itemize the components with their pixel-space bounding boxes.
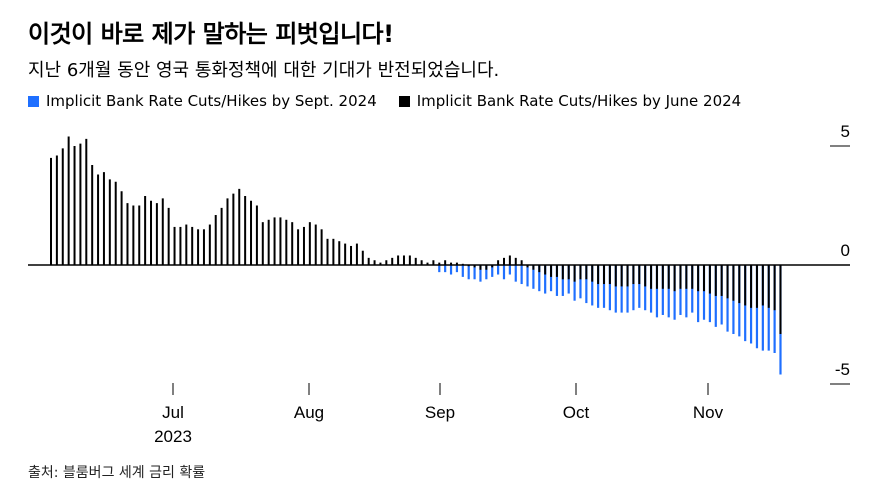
- y-tick-label-0: 5: [841, 122, 850, 141]
- chart-subtitle: 지난 6개월 동안 영국 통화정책에 대한 기대가 반전되었습니다.: [28, 60, 500, 81]
- legend-swatch-blue: [28, 95, 39, 107]
- legend: Implicit Bank Rate Cuts/Hikes by Sept. 2…: [28, 92, 741, 110]
- source-note: 출처: 블룸버그 세계 금리 확률: [28, 465, 206, 481]
- x-tick-label-sep: Sep: [425, 403, 455, 422]
- legend-swatch-black: [398, 95, 410, 107]
- y-tick-label-2: -5: [835, 360, 850, 379]
- bars-group: [50, 136, 782, 375]
- legend-item-sept-2024: Implicit Bank Rate Cuts/Hikes by Sept. 2…: [28, 92, 377, 110]
- legend-item-june-2024: Implicit Bank Rate Cuts/Hikes by June 20…: [398, 92, 742, 110]
- x-tick-sublabel-year: 2023: [154, 427, 192, 446]
- y-tick-label-1: 0: [841, 241, 850, 260]
- x-tick-label-oct: Oct: [563, 403, 590, 422]
- y-axis: 5 0 -5: [830, 122, 850, 385]
- chart-title: 이것이 바로 제가 말하는 피벗입니다!: [28, 20, 394, 48]
- legend-label-sept-2024: Implicit Bank Rate Cuts/Hikes by Sept. 2…: [46, 92, 377, 110]
- x-tick-label-aug: Aug: [294, 403, 324, 422]
- x-axis: Jul 2023 Aug Sep Oct Nov: [154, 383, 724, 446]
- x-tick-label-jul: Jul: [162, 403, 184, 422]
- x-tick-label-nov: Nov: [693, 403, 724, 422]
- legend-label-june-2024: Implicit Bank Rate Cuts/Hikes by June 20…: [416, 92, 742, 110]
